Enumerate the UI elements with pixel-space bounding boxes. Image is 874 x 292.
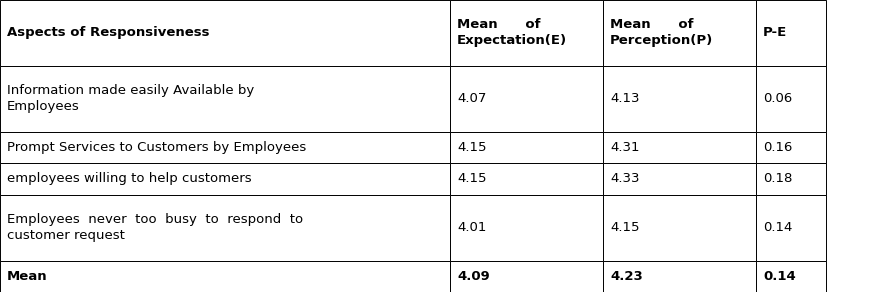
Bar [756,0,826,66]
Bar [756,195,826,260]
Text: Prompt Services to Customers by Employees: Prompt Services to Customers by Employee… [7,141,306,154]
Bar [603,163,756,195]
Bar [450,132,603,163]
Text: 4.31: 4.31 [610,141,640,154]
Text: Mean: Mean [7,270,47,283]
Text: 4.15: 4.15 [457,141,487,154]
Bar [603,132,756,163]
Text: 0.16: 0.16 [763,141,793,154]
Bar [0,66,450,132]
Text: 0.14: 0.14 [763,270,795,283]
Text: 0.18: 0.18 [763,173,793,185]
Text: 4.13: 4.13 [610,92,640,105]
Bar [450,163,603,195]
Text: employees willing to help customers: employees willing to help customers [7,173,252,185]
Bar [450,195,603,260]
Text: 4.15: 4.15 [457,173,487,185]
Text: 0.14: 0.14 [763,221,793,234]
Text: 4.15: 4.15 [610,221,640,234]
Bar [756,163,826,195]
Bar [756,132,826,163]
Bar [603,66,756,132]
Bar [756,260,826,292]
Text: Aspects of Responsiveness: Aspects of Responsiveness [7,27,210,39]
Bar [0,163,450,195]
Text: 4.09: 4.09 [457,270,489,283]
Text: 0.06: 0.06 [763,92,792,105]
Text: 4.01: 4.01 [457,221,487,234]
Text: Employees  never  too  busy  to  respond  to
customer request: Employees never too busy to respond to c… [7,213,303,242]
Text: Mean      of
Expectation(E): Mean of Expectation(E) [457,18,567,48]
Bar [0,260,450,292]
Bar [0,132,450,163]
Bar [603,260,756,292]
Text: 4.23: 4.23 [610,270,642,283]
Bar [603,0,756,66]
Bar [756,66,826,132]
Text: Information made easily Available by
Employees: Information made easily Available by Emp… [7,84,254,113]
Text: P-E: P-E [763,27,787,39]
Text: 4.07: 4.07 [457,92,487,105]
Bar [450,66,603,132]
Bar [0,0,450,66]
Text: Mean      of
Perception(P): Mean of Perception(P) [610,18,713,48]
Bar [450,260,603,292]
Bar [450,0,603,66]
Bar [0,195,450,260]
Text: 4.33: 4.33 [610,173,640,185]
Bar [603,195,756,260]
